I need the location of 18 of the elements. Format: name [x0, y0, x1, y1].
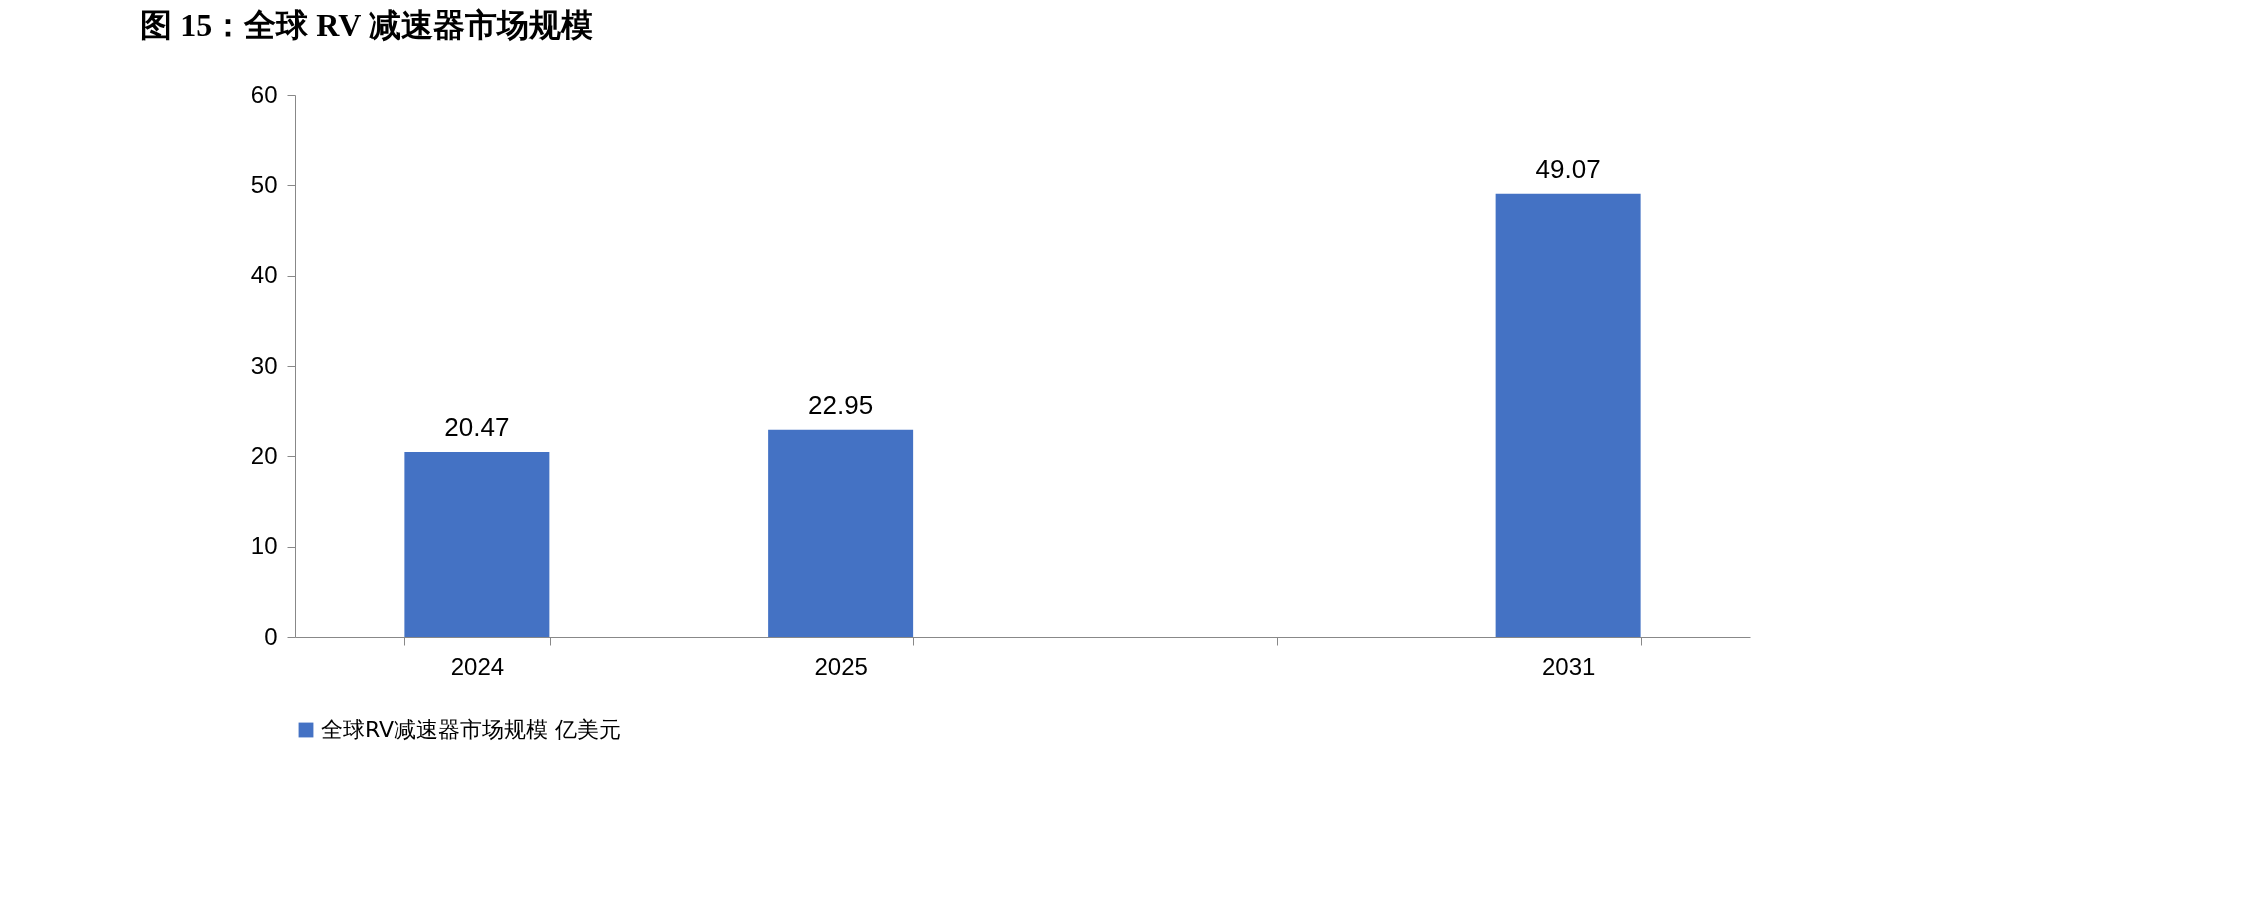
legend-label: 全球RV减速器市场规模 亿美元	[321, 717, 622, 742]
x-tick-label: 2031	[1541, 652, 1596, 680]
data-label: 20.47	[444, 412, 510, 443]
x-tick-label: 2025	[814, 652, 868, 680]
y-tick-label: 60	[250, 80, 278, 108]
data-label: 22.95	[808, 389, 874, 420]
y-tick-label: 20	[250, 441, 278, 469]
bar	[768, 429, 914, 637]
chart-title: 图 15：全球 RV 减速器市场规模	[140, 7, 593, 43]
y-tick-label: 0	[264, 622, 278, 650]
y-tick-label: 40	[250, 261, 278, 289]
data-label: 49.07	[1535, 153, 1601, 184]
x-tick-label: 2024	[450, 652, 505, 680]
bar	[404, 452, 550, 637]
y-tick-label: 10	[250, 532, 278, 560]
bar	[1495, 193, 1641, 637]
y-tick-label: 30	[250, 351, 278, 379]
y-tick-label: 50	[250, 170, 278, 198]
